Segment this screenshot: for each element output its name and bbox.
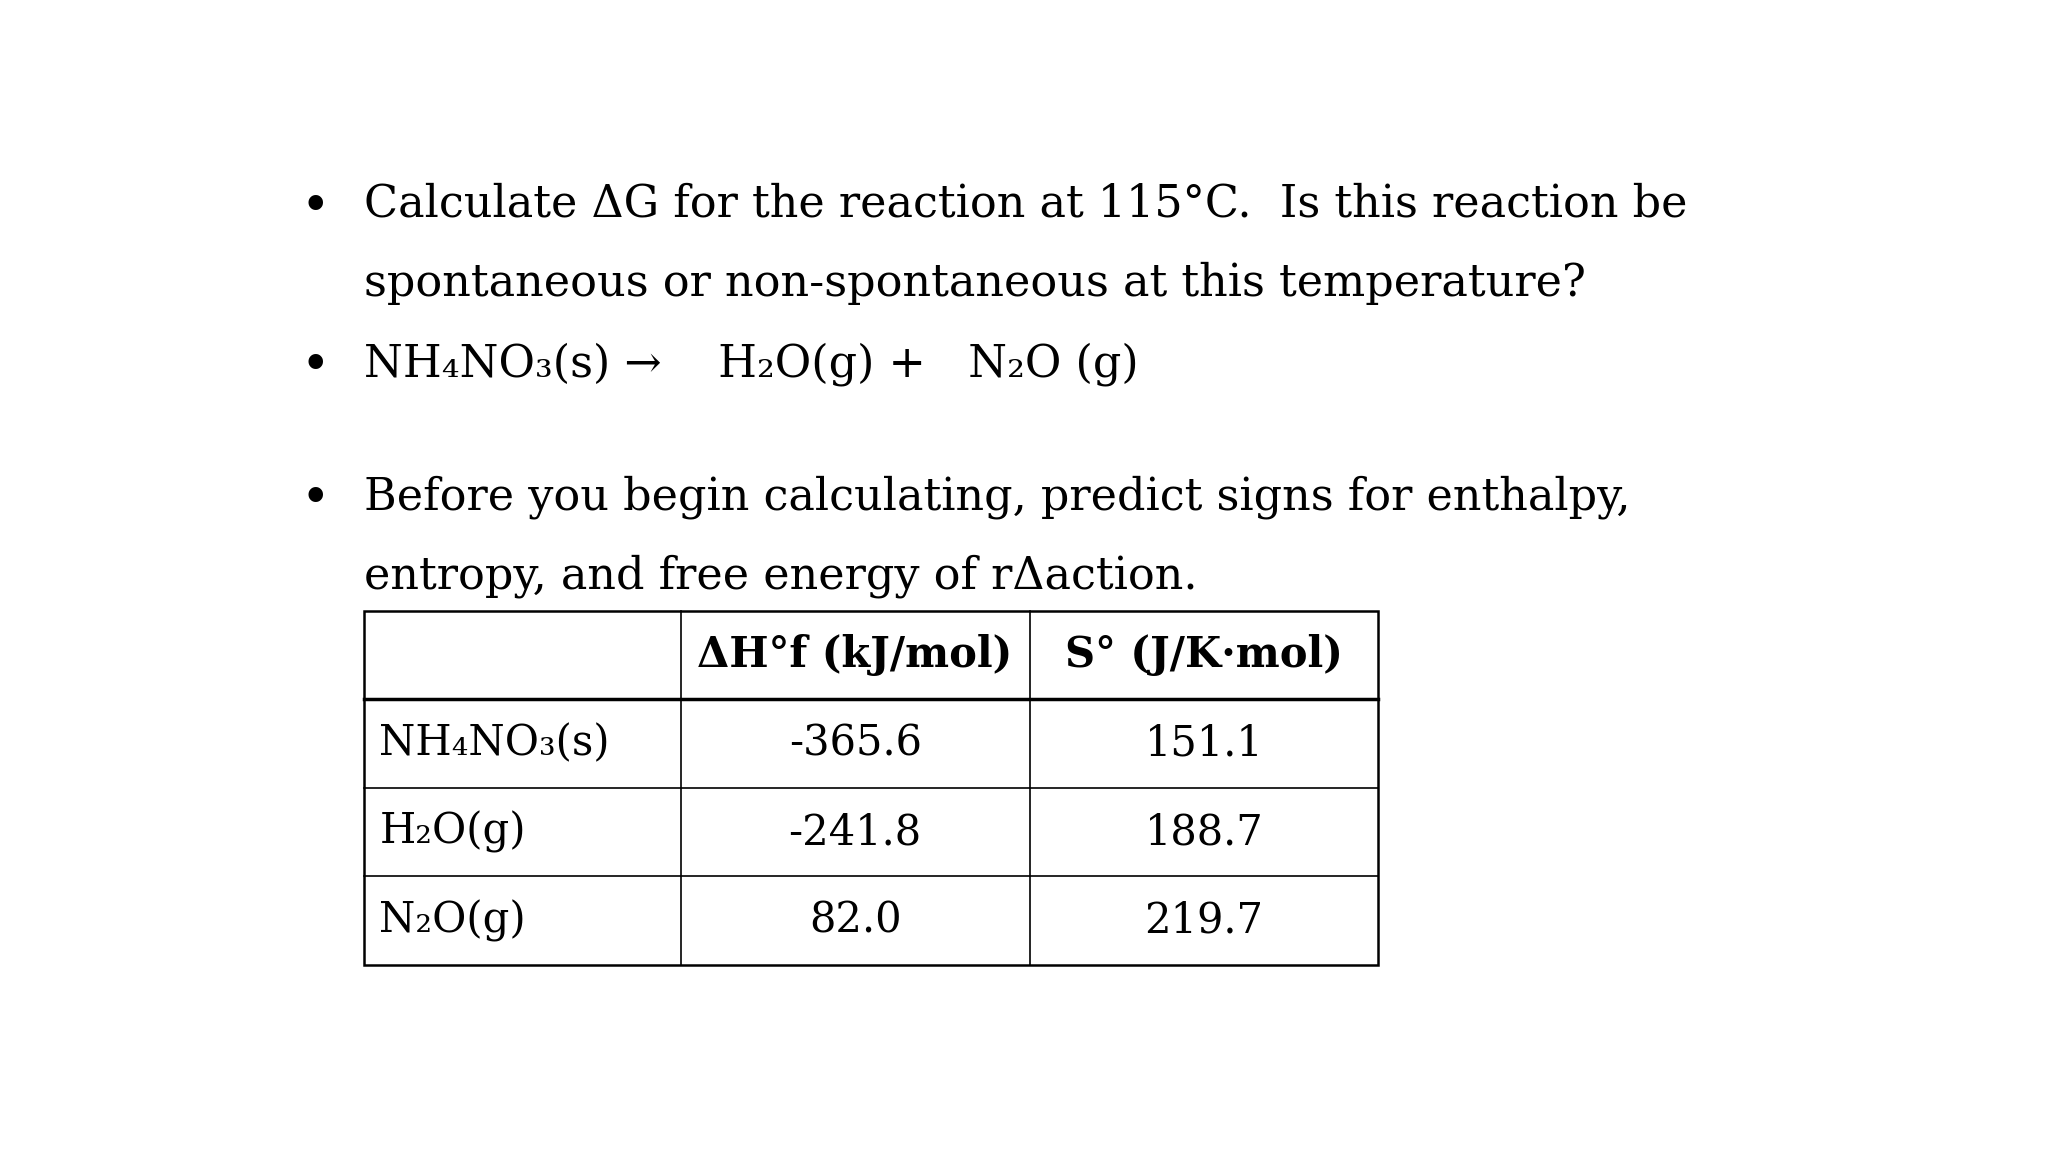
- Text: N₂O(g): N₂O(g): [379, 900, 526, 942]
- Text: H₂O(g): H₂O(g): [379, 811, 526, 853]
- Text: NH₄NO₃(s) →    H₂O(g) +   N₂O (g): NH₄NO₃(s) → H₂O(g) + N₂O (g): [364, 342, 1138, 386]
- Text: Before you begin calculating, predict signs for enthalpy,: Before you begin calculating, predict si…: [364, 475, 1631, 519]
- Text: •: •: [301, 475, 329, 525]
- Text: ΔH°f (kJ/mol): ΔH°f (kJ/mol): [698, 634, 1013, 676]
- Text: NH₄NO₃(s): NH₄NO₃(s): [379, 723, 610, 764]
- Text: 219.7: 219.7: [1144, 900, 1264, 942]
- Text: •: •: [301, 342, 329, 391]
- Text: 82.0: 82.0: [808, 900, 902, 942]
- Text: spontaneous or non-spontaneous at this temperature?: spontaneous or non-spontaneous at this t…: [364, 262, 1586, 305]
- Text: 151.1: 151.1: [1144, 723, 1262, 764]
- Text: -241.8: -241.8: [788, 811, 921, 853]
- Text: entropy, and free energy of rΔaction.: entropy, and free energy of rΔaction.: [364, 555, 1197, 599]
- Text: S° (J/K·mol): S° (J/K·mol): [1066, 634, 1342, 676]
- Text: -365.6: -365.6: [788, 723, 921, 764]
- Text: 188.7: 188.7: [1144, 811, 1262, 853]
- Bar: [364, 610, 1379, 965]
- Text: •: •: [301, 183, 329, 231]
- Text: Calculate ΔG for the reaction at 115°C.  Is this reaction be: Calculate ΔG for the reaction at 115°C. …: [364, 183, 1688, 226]
